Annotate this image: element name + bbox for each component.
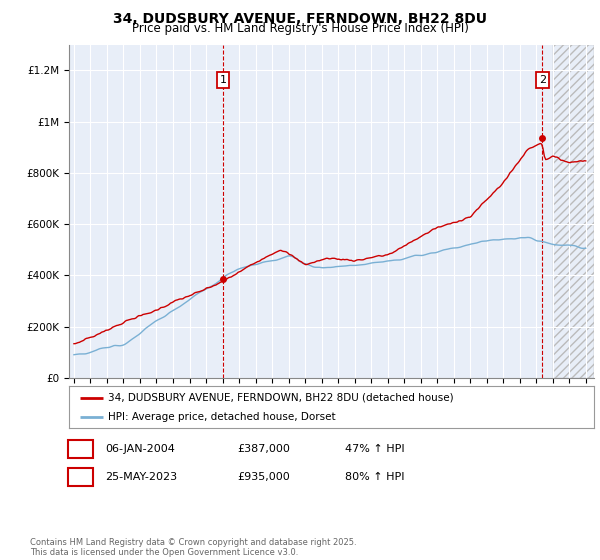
Bar (553, 45, 594, 378)
Text: 34, DUDSBURY AVENUE, FERNDOWN, BH22 8DU: 34, DUDSBURY AVENUE, FERNDOWN, BH22 8DU (113, 12, 487, 26)
Text: 47% ↑ HPI: 47% ↑ HPI (345, 444, 404, 454)
Text: 1: 1 (220, 75, 227, 85)
Text: 06-JAN-2004: 06-JAN-2004 (105, 444, 175, 454)
Text: 25-MAY-2023: 25-MAY-2023 (105, 472, 177, 482)
Text: 2: 2 (77, 472, 84, 482)
Text: £387,000: £387,000 (237, 444, 290, 454)
Text: 2: 2 (539, 75, 546, 85)
Text: £935,000: £935,000 (237, 472, 290, 482)
Text: 1: 1 (77, 444, 84, 454)
Text: 34, DUDSBURY AVENUE, FERNDOWN, BH22 8DU (detached house): 34, DUDSBURY AVENUE, FERNDOWN, BH22 8DU … (109, 393, 454, 403)
Text: 80% ↑ HPI: 80% ↑ HPI (345, 472, 404, 482)
Text: Contains HM Land Registry data © Crown copyright and database right 2025.
This d: Contains HM Land Registry data © Crown c… (30, 538, 356, 557)
Text: Price paid vs. HM Land Registry's House Price Index (HPI): Price paid vs. HM Land Registry's House … (131, 22, 469, 35)
Text: HPI: Average price, detached house, Dorset: HPI: Average price, detached house, Dors… (109, 412, 336, 422)
